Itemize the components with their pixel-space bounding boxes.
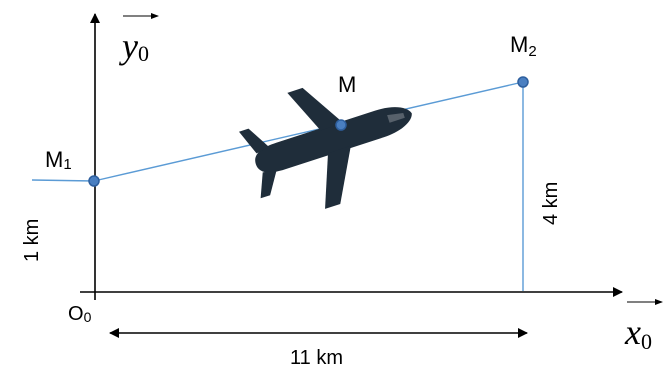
height-right-label: 4 km	[540, 182, 562, 225]
point-m2	[517, 76, 529, 88]
point-m1	[88, 175, 100, 187]
x-axis-label: x0	[624, 312, 652, 354]
airplane-icon	[238, 87, 412, 209]
point-m-label: M	[338, 72, 356, 97]
point-m	[335, 119, 347, 131]
y-axis-label: y0	[119, 26, 149, 66]
point-m1-label: M1	[45, 147, 72, 173]
horizontal-dimension-label: 11 km	[290, 347, 343, 369]
point-m2-label: M2	[510, 32, 537, 60]
origin-label: O0	[68, 303, 92, 325]
height-left-label: 1 km	[21, 219, 43, 262]
trajectory-incoming	[31, 179, 95, 182]
trajectory-line	[93, 81, 524, 182]
